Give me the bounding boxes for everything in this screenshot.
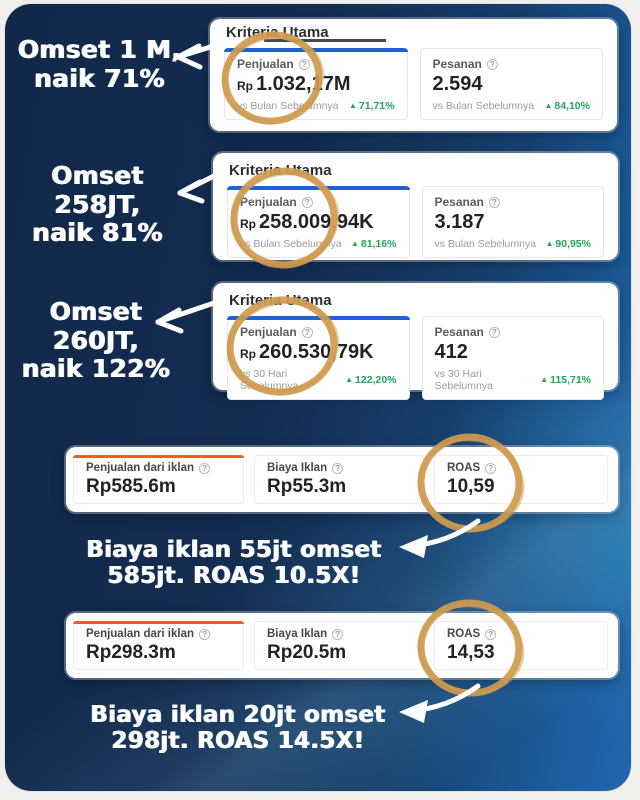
help-icon[interactable]: ?: [332, 628, 344, 640]
metric-label: Pesanan: [434, 195, 484, 209]
help-icon[interactable]: ?: [485, 462, 497, 474]
metric-value: Rp 260.530,79K: [240, 341, 374, 363]
title-underline: [264, 39, 386, 42]
delta-badge: ▲ 122,20%: [345, 374, 396, 386]
metric-label: Penjualan: [237, 57, 294, 71]
delta-value: 71,71%: [358, 100, 395, 112]
up-triangle-icon: ▲: [350, 239, 359, 248]
metric-value: Rp585.6m: [86, 476, 176, 497]
metric-tile-pesanan[interactable]: Pesanan? 2.594 vs Bulan Sebelumnya ▲ 84,10…: [419, 48, 603, 120]
metric-tile-pesanan[interactable]: Pesanan? 412 vs 30 Hari Sebelumnya ▲ 115,7…: [421, 316, 604, 400]
help-icon[interactable]: ?: [485, 628, 497, 640]
up-triangle-icon: ▲: [348, 101, 357, 110]
metric-tile-roas[interactable]: ROAS? 10,59: [434, 455, 608, 504]
metric-tile-roas[interactable]: ROAS? 14,53: [434, 621, 608, 670]
metric-value: Rp 1.032,17M: [237, 73, 351, 95]
compare-label: vs 30 Hari Sebelumnya: [240, 368, 299, 392]
up-triangle-icon: ▲: [545, 239, 554, 248]
help-icon[interactable]: ?: [488, 196, 500, 208]
help-icon[interactable]: ?: [199, 462, 211, 474]
kriteria-card: Kriteria Utama Penjualan? Rp 1.032,17M vs…: [210, 19, 617, 131]
currency-prefix: Rp: [237, 79, 253, 93]
metric-tile-penjualan[interactable]: Penjualan? Rp 258.009,94K vs Bulan Sebelu…: [227, 186, 410, 258]
metric-label: Penjualan: [240, 195, 297, 209]
annotation-omset-1m: Omset 1 M, naik 71%: [17, 35, 182, 93]
up-triangle-icon: ▲: [345, 375, 354, 384]
kriteria-card: Kriteria Utama Penjualan? Rp 260.530,79K …: [213, 283, 618, 400]
metric-label: Biaya Iklan: [267, 628, 328, 640]
compare-label: vs Bulan Sebelumnya: [237, 100, 339, 112]
metric-label: ROAS: [447, 462, 481, 474]
metric-label: Pesanan: [434, 325, 484, 339]
annotation-roas-14x: Biaya iklan 20jt omset 298jt. ROAS 14.5X…: [90, 702, 386, 755]
delta-value: 115,71%: [550, 374, 591, 386]
metric-tile-pesanan[interactable]: Pesanan? 3.187 vs Bulan Sebelumnya ▲ 90,95…: [421, 186, 604, 258]
compare-label: vs Bulan Sebelumnya: [240, 238, 342, 250]
metric-value: 3.187: [434, 211, 485, 233]
delta-value: 84,10%: [554, 100, 590, 112]
delta-value: 90,95%: [555, 238, 591, 250]
help-icon[interactable]: ?: [488, 326, 500, 338]
delta-badge: ▲ 90,95%: [545, 238, 591, 250]
card-title: Kriteria Utama: [229, 292, 332, 309]
metric-label: ROAS: [447, 628, 481, 640]
metric-value: Rp298.3m: [86, 642, 176, 663]
metric-label: Penjualan: [240, 325, 297, 339]
metric-label: Pesanan: [432, 57, 482, 71]
compare-label: vs 30 Hari Sebelumnya: [434, 368, 493, 392]
up-triangle-icon: ▲: [540, 375, 549, 384]
help-icon[interactable]: ?: [301, 196, 313, 208]
metric-tile-penjualan[interactable]: Penjualan? Rp 260.530,79K vs 30 Hari Sebe…: [227, 316, 410, 400]
metric-value: 412: [434, 341, 468, 363]
metric-value: 10,59: [447, 476, 495, 497]
metric-tile-biaya-iklan[interactable]: Biaya Iklan? Rp20.5m: [254, 621, 424, 670]
metric-value: 14,53: [447, 642, 495, 663]
annotation-roas-10x: Biaya iklan 55jt omset 585jt. ROAS 10.5X…: [86, 537, 382, 590]
help-icon[interactable]: ?: [298, 58, 310, 70]
card-title: Kriteria Utama: [229, 162, 332, 179]
compare-label: vs Bulan Sebelumnya: [434, 238, 537, 250]
delta-badge: ▲ 81,16%: [351, 238, 397, 250]
card-title: Kriteria Utama: [226, 24, 329, 41]
metric-label: Penjualan dari iklan: [86, 462, 195, 474]
metric-value: 2.594: [432, 73, 483, 95]
metric-tile-biaya-iklan[interactable]: Biaya Iklan? Rp55.3m: [254, 455, 424, 504]
delta-badge: ▲ 84,10%: [544, 100, 590, 112]
delta-value: 81,16%: [360, 238, 397, 250]
ads-performance-card: Penjualan dari iklan? Rp298.3m Biaya Ikl…: [66, 613, 618, 678]
delta-badge: ▲ 71,71%: [349, 100, 395, 112]
annotation-omset-258jt: Omset 258JT, naik 81%: [32, 161, 163, 247]
help-icon[interactable]: ?: [332, 462, 344, 474]
up-triangle-icon: ▲: [544, 101, 553, 110]
currency-prefix: Rp: [240, 347, 256, 361]
metric-tile-penjualan-iklan[interactable]: Penjualan dari iklan? Rp298.3m: [73, 621, 244, 670]
metric-tile-penjualan-iklan[interactable]: Penjualan dari iklan? Rp585.6m: [73, 455, 244, 504]
kriteria-card: Kriteria Utama Penjualan? Rp 258.009,94K …: [213, 153, 618, 260]
metric-value: Rp20.5m: [267, 642, 347, 663]
metric-value: Rp55.3m: [267, 476, 347, 497]
metric-label: Biaya Iklan: [267, 462, 328, 474]
help-icon[interactable]: ?: [486, 58, 498, 70]
help-icon[interactable]: ?: [301, 326, 313, 338]
currency-prefix: Rp: [240, 217, 256, 231]
metric-value: Rp 258.009,94K: [240, 211, 374, 233]
ads-performance-card: Penjualan dari iklan? Rp585.6m Biaya Ikl…: [66, 447, 618, 512]
help-icon[interactable]: ?: [199, 628, 211, 640]
delta-value: 122,20%: [355, 374, 397, 386]
metric-tile-penjualan[interactable]: Penjualan? Rp 1.032,17M vs Bulan Sebelumn…: [224, 48, 408, 120]
delta-badge: ▲ 115,71%: [540, 374, 591, 386]
metric-label: Penjualan dari iklan: [86, 628, 195, 640]
compare-label: vs Bulan Sebelumnya: [432, 100, 535, 112]
annotation-omset-260jt: Omset 260JT, naik 122%: [21, 297, 171, 383]
